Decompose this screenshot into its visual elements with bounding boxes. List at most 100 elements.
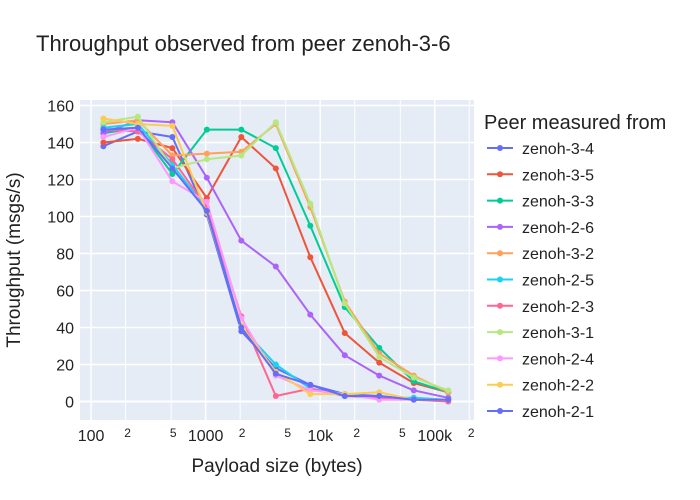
x-tick-label: 5	[284, 426, 291, 440]
y-tick-label: 20	[56, 358, 74, 375]
x-tick-label: 100k	[417, 428, 453, 445]
data-point	[169, 178, 176, 185]
y-tick-label: 40	[56, 321, 74, 338]
legend-item-zenoh-2-5[interactable]: zenoh-2-5	[487, 273, 594, 290]
data-point	[169, 170, 176, 177]
data-point	[341, 300, 348, 307]
legend-marker	[497, 145, 503, 151]
data-point	[272, 145, 279, 152]
y-axis-ticks: 0 20 40 60 80 100 120 140 160	[47, 99, 74, 412]
data-point	[203, 150, 210, 157]
data-point	[307, 391, 314, 398]
legend-label: zenoh-3-1	[522, 325, 594, 342]
data-point	[100, 139, 107, 146]
data-point	[341, 330, 348, 337]
legend-marker	[497, 408, 503, 414]
legend-item-zenoh-2-1[interactable]: zenoh-2-1	[487, 404, 594, 421]
legend-label: zenoh-3-5	[522, 167, 594, 184]
legend-label: zenoh-2-1	[522, 404, 594, 421]
legend-item-zenoh-2-4[interactable]: zenoh-2-4	[487, 351, 594, 368]
legend-marker	[497, 197, 503, 204]
legend-item-zenoh-2-6[interactable]: zenoh-2-6	[487, 220, 594, 237]
legend-marker	[497, 381, 503, 388]
data-point	[134, 113, 141, 120]
legend-item-zenoh-2-3[interactable]: zenoh-2-3	[487, 299, 594, 316]
series-layer	[100, 113, 452, 405]
y-tick-label: 160	[47, 99, 74, 116]
legend-label: zenoh-2-5	[522, 273, 594, 290]
data-point	[272, 361, 279, 368]
data-point	[238, 237, 245, 244]
data-point	[203, 207, 210, 214]
legend-marker	[497, 171, 503, 178]
legend[interactable]: Peer measured from zenoh-3-4 zenoh-3-5 zen…	[484, 112, 666, 421]
data-point	[307, 200, 314, 207]
y-axis-title: Throughput (msgs/s)	[4, 172, 25, 347]
legend-item-zenoh-3-3[interactable]: zenoh-3-3	[487, 194, 594, 211]
data-point	[169, 145, 176, 152]
y-tick-label: 140	[47, 136, 74, 153]
legend-item-zenoh-3-4[interactable]: zenoh-3-4	[487, 141, 594, 158]
x-axis-title: Payload size (bytes)	[191, 456, 362, 477]
data-point	[272, 370, 279, 377]
data-point	[307, 254, 314, 261]
data-point	[100, 115, 107, 122]
x-tick-label: 5	[399, 426, 406, 440]
data-point	[376, 354, 383, 361]
legend-marker	[497, 276, 503, 283]
data-point	[410, 387, 417, 394]
legend-label: zenoh-2-6	[522, 220, 594, 237]
legend-item-zenoh-3-2[interactable]: zenoh-3-2	[487, 246, 594, 263]
data-point	[169, 133, 176, 140]
legend-title: Peer measured from	[484, 112, 666, 134]
data-point	[307, 381, 314, 388]
legend-marker	[497, 355, 503, 362]
data-point	[272, 119, 279, 126]
data-point	[272, 165, 279, 172]
legend-label: zenoh-2-2	[522, 378, 594, 395]
legend-item-zenoh-3-5[interactable]: zenoh-3-5	[487, 167, 594, 184]
data-point	[238, 133, 245, 140]
y-tick-label: 60	[56, 284, 74, 301]
y-tick-label: 100	[47, 210, 74, 227]
y-tick-label: 80	[56, 247, 74, 264]
data-point	[307, 311, 314, 318]
legend-item-zenoh-2-2[interactable]: zenoh-2-2	[487, 378, 594, 395]
data-point	[169, 122, 176, 129]
data-point	[445, 396, 452, 403]
data-point	[169, 165, 176, 172]
data-point	[134, 124, 141, 131]
data-point	[203, 156, 210, 163]
data-point	[376, 359, 383, 366]
legend-marker	[497, 250, 503, 257]
data-point	[376, 392, 383, 399]
data-point	[410, 396, 417, 403]
data-point	[307, 222, 314, 229]
data-point	[272, 392, 279, 399]
x-tick-label: 2	[239, 426, 246, 440]
y-tick-label: 0	[65, 395, 74, 412]
data-point	[169, 156, 176, 163]
data-point	[100, 133, 107, 140]
y-tick-label: 120	[47, 173, 74, 190]
data-point	[238, 152, 245, 159]
data-point	[238, 126, 245, 133]
data-point	[100, 126, 107, 133]
data-point	[272, 263, 279, 270]
legend-item-zenoh-3-1[interactable]: zenoh-3-1	[487, 325, 594, 342]
x-axis-ticks: 100 2 5 1000 2 5 10k 2 5 100k 2	[78, 426, 475, 445]
data-point	[203, 174, 210, 181]
chart-title: Throughput observed from peer zenoh-3-6	[36, 31, 451, 56]
legend-label: zenoh-3-3	[522, 194, 594, 211]
series-zenoh-2-1	[100, 124, 452, 403]
x-tick-label: 10k	[307, 428, 334, 445]
legend-label: zenoh-3-4	[522, 141, 594, 158]
x-tick-label: 5	[170, 426, 177, 440]
x-tick-label: 2	[353, 426, 360, 440]
x-tick-label: 100	[78, 428, 105, 445]
data-point	[341, 392, 348, 399]
data-point	[445, 387, 452, 394]
legend-label: zenoh-2-4	[522, 351, 594, 368]
x-tick-label: 2	[468, 426, 475, 440]
